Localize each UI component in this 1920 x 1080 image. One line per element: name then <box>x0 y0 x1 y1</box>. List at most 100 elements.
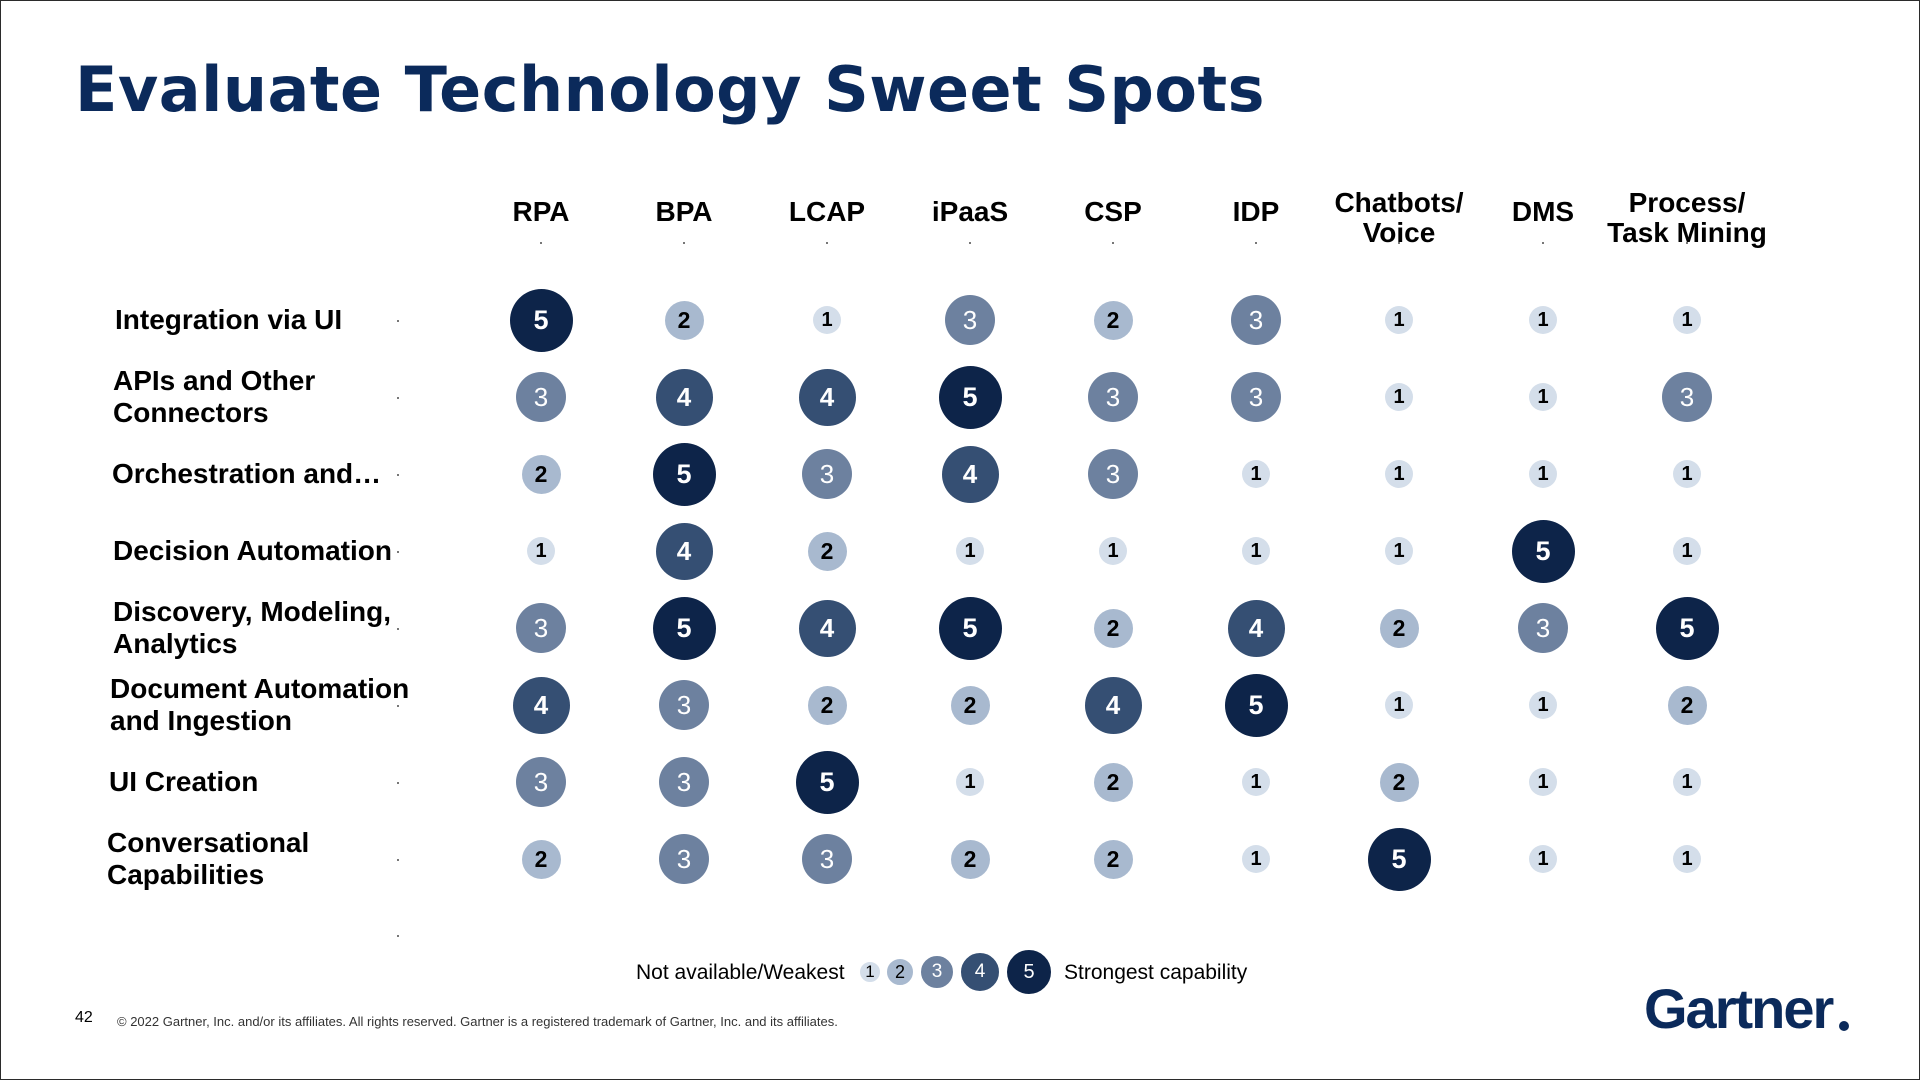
row-label: Integration via UI <box>115 304 342 336</box>
score-bubble: 1 <box>1385 306 1413 334</box>
score-bubble: 1 <box>1529 460 1557 488</box>
score-bubble: 3 <box>1518 603 1568 653</box>
column-header-line: Chatbots/ <box>1334 187 1464 218</box>
row-marker <box>397 859 399 861</box>
page-title: Evaluate Technology Sweet Spots <box>75 53 1265 126</box>
score-bubble: 3 <box>1088 372 1138 422</box>
legend-bubble: 2 <box>886 958 914 986</box>
row-label: APIs and Other Connectors <box>113 365 315 429</box>
score-bubble: 1 <box>1385 460 1413 488</box>
row-label-line: Connectors <box>113 397 269 428</box>
row-label-line: Capabilities <box>107 859 265 890</box>
column-header-line: DMS <box>1511 196 1575 227</box>
score-bubble: 3 <box>659 834 709 884</box>
column-header: BPA <box>599 197 769 227</box>
score-bubble: 1 <box>1529 306 1557 334</box>
score-bubble: 1 <box>1529 845 1557 873</box>
score-bubble: 1 <box>527 537 555 565</box>
column-marker <box>1112 242 1114 244</box>
column-header-line: CSP <box>1084 196 1142 227</box>
score-bubble: 1 <box>1242 460 1270 488</box>
score-bubble: 5 <box>652 442 716 506</box>
legend-bubble: 4 <box>960 952 1000 992</box>
column-marker <box>826 242 828 244</box>
score-bubble: 2 <box>950 839 990 879</box>
column-marker <box>1255 242 1257 244</box>
score-bubble: 1 <box>1673 768 1701 796</box>
row-marker <box>397 397 399 399</box>
score-bubble: 2 <box>1093 300 1133 340</box>
score-bubble: 3 <box>659 757 709 807</box>
score-bubble: 4 <box>655 522 713 580</box>
column-header-line: Process/ <box>1628 187 1746 218</box>
score-bubble: 1 <box>956 768 984 796</box>
score-bubble: 2 <box>521 839 561 879</box>
score-bubble: 2 <box>664 300 704 340</box>
score-bubble: 3 <box>516 757 566 807</box>
score-bubble: 3 <box>1662 372 1712 422</box>
score-bubble: 2 <box>1093 608 1133 648</box>
column-header: DMS <box>1458 197 1628 227</box>
legend-weakest-label: Not available/Weakest <box>636 961 845 984</box>
score-bubble: 5 <box>509 288 573 352</box>
score-bubble: 2 <box>521 454 561 494</box>
row-marker <box>397 705 399 707</box>
row-marker <box>397 935 399 937</box>
column-header-line: IDP <box>1232 196 1280 227</box>
score-bubble: 1 <box>1242 537 1270 565</box>
column-marker <box>1542 242 1544 244</box>
score-bubble: 1 <box>1673 306 1701 334</box>
score-bubble: 1 <box>1099 537 1127 565</box>
score-bubble: 1 <box>1385 537 1413 565</box>
column-marker <box>683 242 685 244</box>
score-bubble: 4 <box>1227 599 1285 657</box>
score-bubble: 5 <box>938 596 1002 660</box>
score-bubble: 3 <box>802 449 852 499</box>
score-bubble: 1 <box>1242 768 1270 796</box>
row-label: UI Creation <box>109 766 258 798</box>
legend-strongest-label: Strongest capability <box>1064 961 1248 984</box>
score-bubble: 4 <box>512 676 570 734</box>
score-bubble: 1 <box>813 306 841 334</box>
score-bubble: 3 <box>516 603 566 653</box>
score-bubble: 2 <box>807 531 847 571</box>
row-label-line: Analytics <box>113 628 238 659</box>
row-label-line: UI Creation <box>109 766 259 797</box>
score-bubble: 4 <box>655 368 713 426</box>
score-bubble: 5 <box>1511 519 1575 583</box>
score-bubble: 2 <box>950 685 990 725</box>
row-label: Decision Automation <box>113 535 392 567</box>
score-bubble: 5 <box>1655 596 1719 660</box>
row-label-line: Discovery, Modeling, <box>113 596 391 627</box>
column-header-line: iPaaS <box>931 196 1009 227</box>
score-bubble: 2 <box>1667 685 1707 725</box>
row-label: Conversational Capabilities <box>107 827 309 891</box>
score-bubble: 3 <box>945 295 995 345</box>
row-marker <box>397 320 399 322</box>
score-bubble: 1 <box>1529 691 1557 719</box>
score-bubble: 1 <box>956 537 984 565</box>
score-bubble: 4 <box>798 599 856 657</box>
logo-dot <box>1839 1021 1849 1031</box>
column-header-line: LCAP <box>788 196 866 227</box>
column-header-line: RPA <box>512 196 570 227</box>
row-label-line: Conversational <box>107 827 310 858</box>
row-marker <box>397 782 399 784</box>
row-marker <box>397 474 399 476</box>
score-bubble: 1 <box>1673 537 1701 565</box>
score-bubble: 1 <box>1529 383 1557 411</box>
score-bubble: 4 <box>798 368 856 426</box>
score-bubble: 1 <box>1673 845 1701 873</box>
column-marker <box>1398 242 1400 244</box>
row-label-line: and Ingestion <box>110 705 292 736</box>
score-bubble: 1 <box>1385 691 1413 719</box>
column-marker <box>540 242 542 244</box>
legend-bubble: 3 <box>920 955 954 989</box>
score-bubble: 1 <box>1242 845 1270 873</box>
score-bubble: 2 <box>1093 839 1133 879</box>
score-bubble: 4 <box>941 445 999 503</box>
score-bubble: 3 <box>516 372 566 422</box>
gartner-logo: Gartner <box>1644 977 1834 1040</box>
score-bubble: 1 <box>1529 768 1557 796</box>
